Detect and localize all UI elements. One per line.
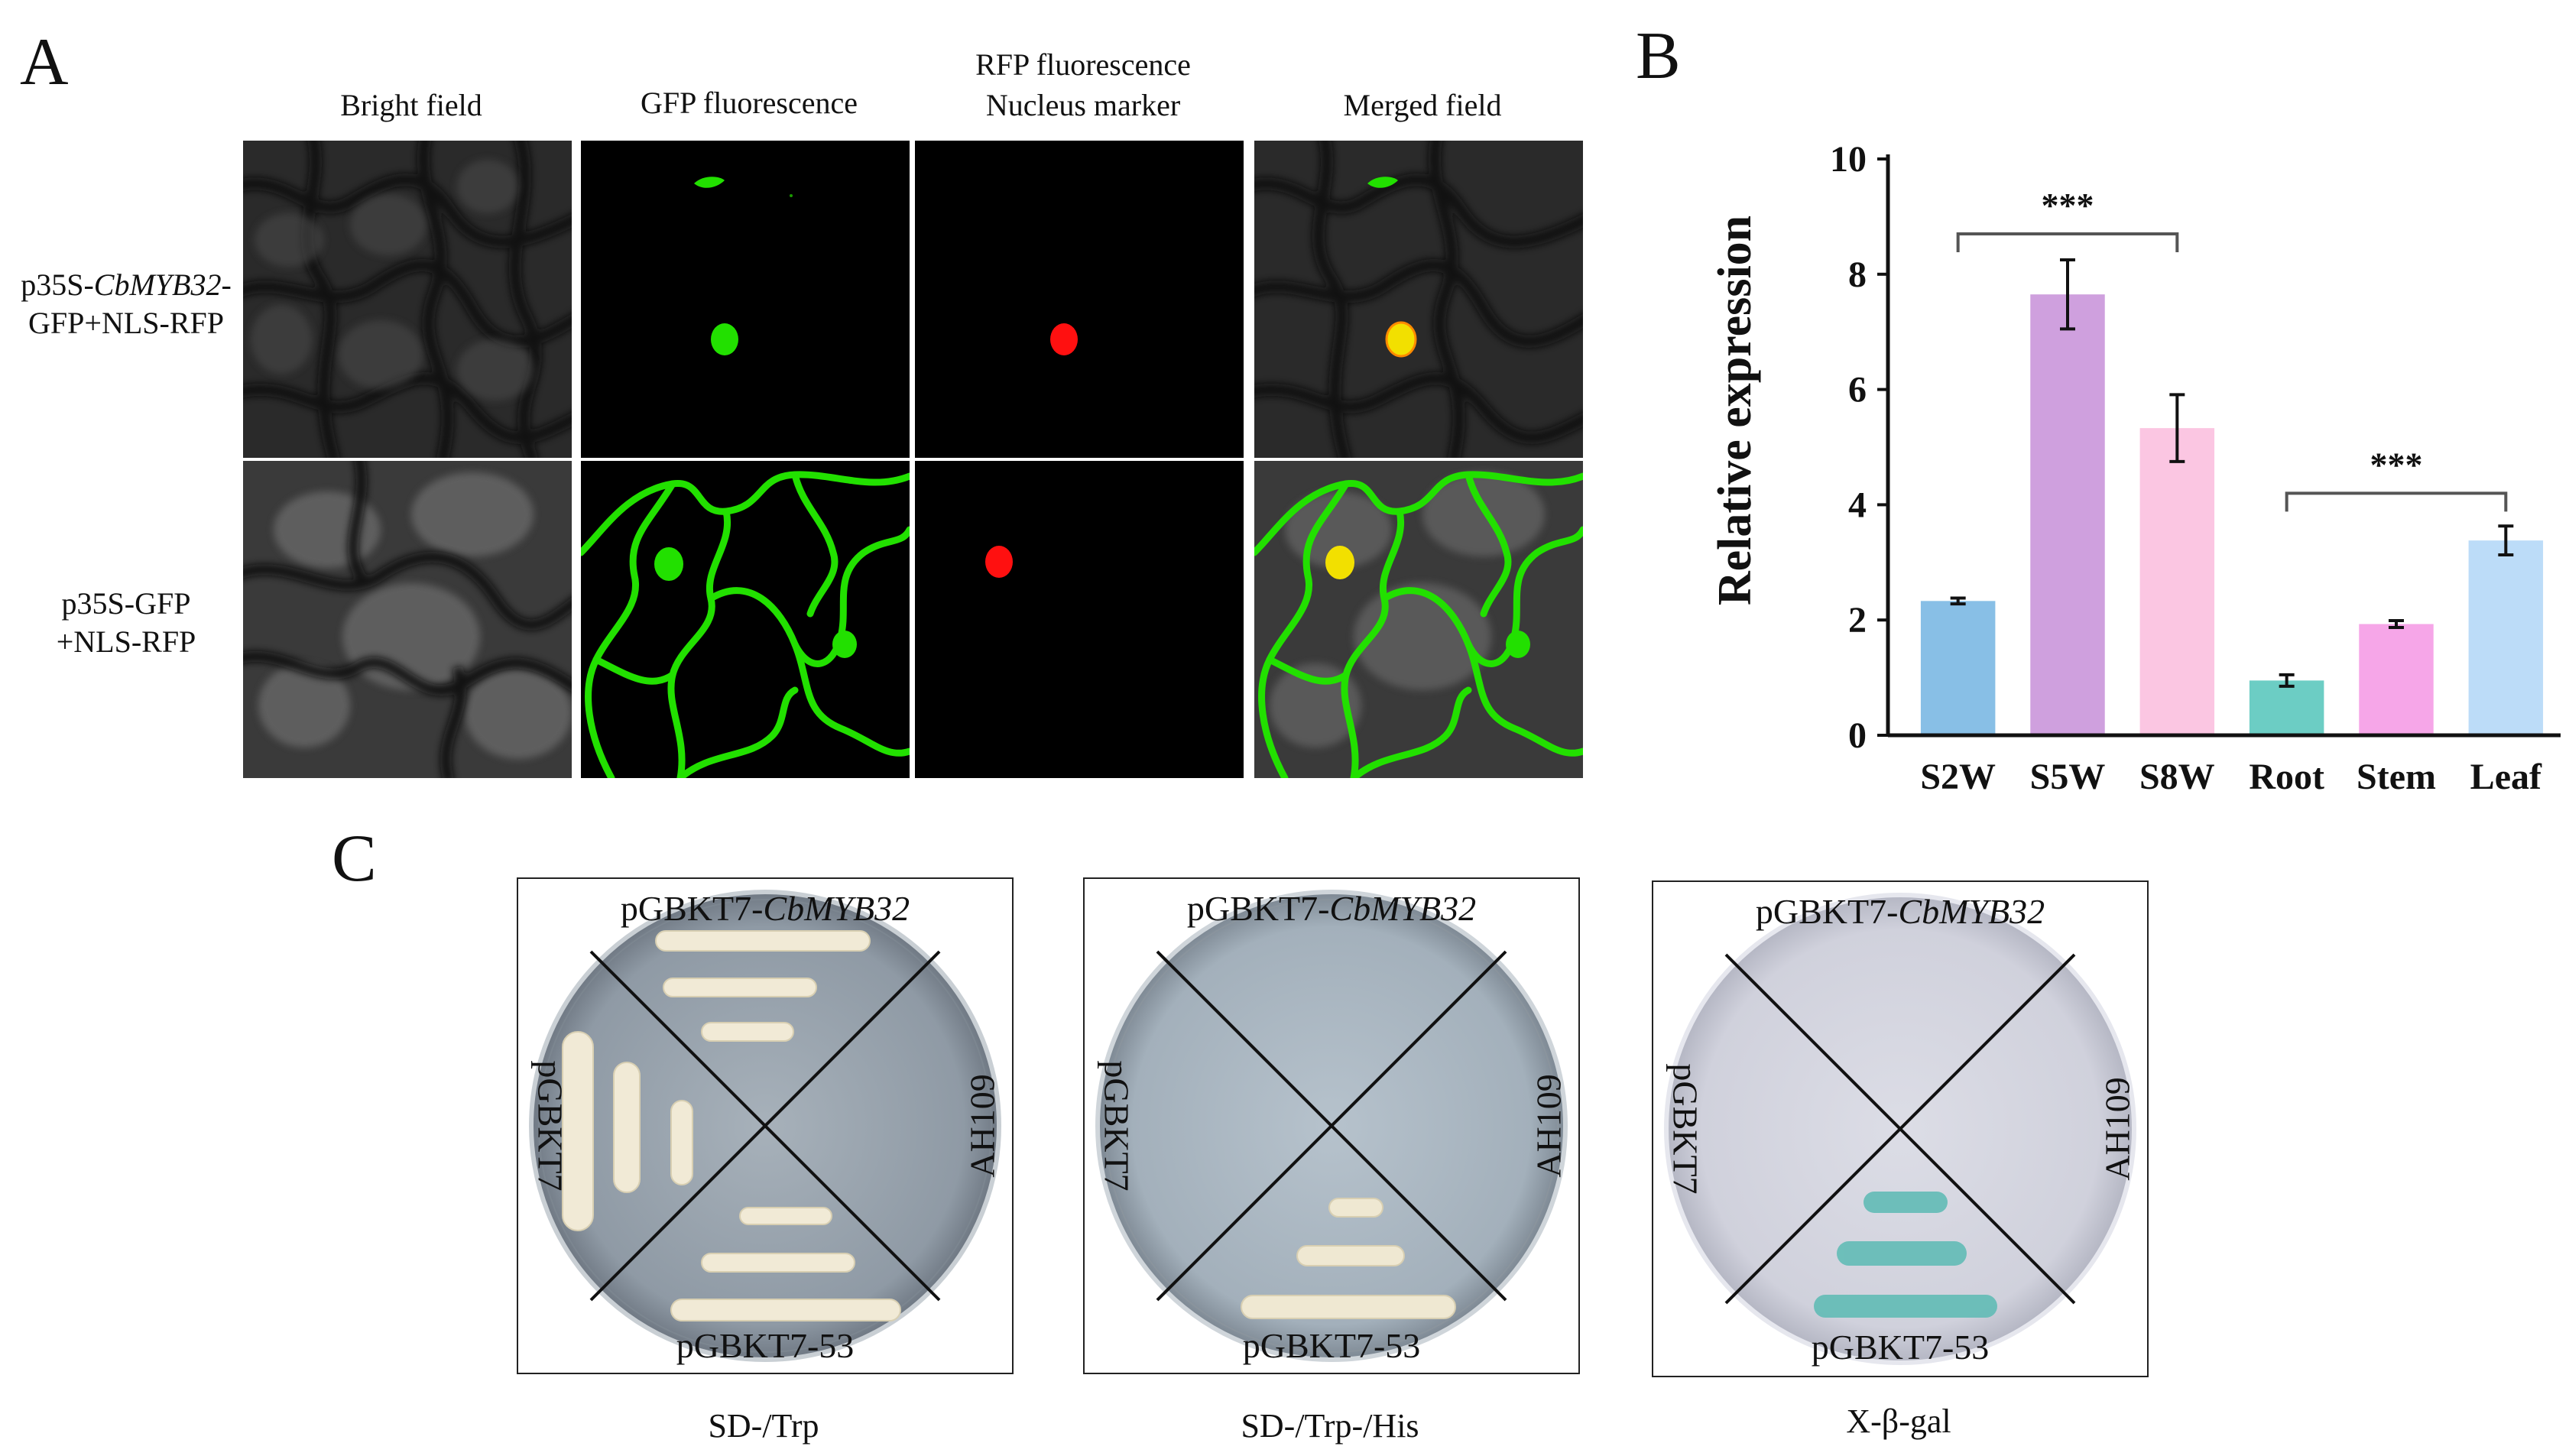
x-tick-label: Leaf (2470, 757, 2542, 797)
col-rfp-line1: RFP fluorescence (975, 47, 1191, 82)
image-row1-rfp (915, 141, 1244, 458)
y-tick-label: 8 (1848, 255, 1867, 295)
image-row1-bright (243, 141, 572, 458)
image-row1-merged (1254, 141, 1583, 458)
bar-s5w (2030, 294, 2105, 735)
bar-stem (2359, 624, 2434, 735)
plate-sd-trp: pGBKT7-CbMYB32 pGBKT7 AH109 pGBKT7-53 (517, 877, 1014, 1374)
plate3-top-label: pGBKT7-CbMYB32 (1755, 892, 2045, 931)
bar-s2w (1920, 601, 1996, 735)
y-tick-label: 2 (1848, 600, 1867, 640)
col-gfp: GFP fluorescence (641, 86, 858, 120)
plate1-top-label: pGBKT7-CbMYB32 (620, 889, 910, 928)
col-bright-field: Bright field (340, 88, 482, 122)
y-axis-label: Relative expression (1709, 216, 1761, 605)
row-label-cbmyb32: p35S-CbMYB32- GFP+NLS-RFP (21, 268, 232, 340)
bar-s8w (2139, 428, 2215, 735)
significance-bracket (1956, 232, 2179, 253)
plate3-right-label: AH109 (2097, 1077, 2137, 1181)
row-label-gfp-control: p35S-GFP +NLS-RFP (56, 586, 196, 659)
panel-c-letter: C (332, 822, 377, 896)
bar-chart: 0 2 4 6 8 10 S2W S5W S8W Root Stem Leaf *** *** Rel… (1709, 139, 2561, 797)
image-row1-gfp (581, 141, 910, 458)
panel-b-letter: B (1636, 19, 1681, 93)
bar-leaf (2468, 540, 2544, 735)
plate3-caption: X-β-gal (1846, 1402, 1951, 1440)
plate2-top-label: pGBKT7-CbMYB32 (1186, 889, 1477, 928)
x-tick-label: S5W (2030, 757, 2106, 797)
plate2-left-label: pGBKT7 (1097, 1060, 1137, 1192)
panel-a-letter: A (20, 25, 69, 99)
x-tick-label: Stem (2357, 757, 2436, 797)
col-rfp-line2: Nucleus marker (985, 88, 1181, 122)
x-tick-label: Root (2249, 757, 2324, 797)
plate-x-beta-gal: pGBKT7-CbMYB32 pGBKT7 AH109 pGBKT7-53 (1652, 880, 2149, 1377)
plate2-caption: SD-/Trp-/His (1241, 1407, 1419, 1445)
image-row2-merged (1254, 461, 1583, 778)
plate2-right-label: AH109 (1529, 1074, 1568, 1178)
bar-root (2249, 680, 2324, 735)
plate3-bottom-label: pGBKT7-53 (1811, 1328, 1990, 1367)
plate1-bottom-label: pGBKT7-53 (676, 1326, 855, 1365)
plate1-caption: SD-/Trp (708, 1407, 819, 1445)
y-tick-label: 10 (1830, 139, 1867, 180)
image-row2-gfp (581, 461, 910, 778)
image-row2-rfp (915, 461, 1244, 778)
y-tick-label: 6 (1848, 370, 1867, 410)
plate-sd-trp-his: pGBKT7-CbMYB32 pGBKT7 AH109 pGBKT7-53 (1083, 877, 1580, 1374)
y-tick-label: 0 (1848, 715, 1867, 756)
y-tick-label: 4 (1848, 485, 1867, 525)
significance-label: *** (2042, 186, 2094, 225)
significance-bracket (2285, 491, 2508, 512)
significance-label: *** (2370, 445, 2423, 484)
x-tick-label: S8W (2139, 757, 2215, 797)
x-tick-label: S2W (1920, 757, 1996, 797)
plate3-left-label: pGBKT7 (1666, 1063, 1705, 1195)
image-row2-bright (243, 461, 572, 778)
plate1-left-label: pGBKT7 (530, 1060, 570, 1192)
col-merged: Merged field (1343, 88, 1502, 122)
plate2-bottom-label: pGBKT7-53 (1242, 1326, 1421, 1365)
plate1-right-label: AH109 (962, 1074, 1002, 1178)
